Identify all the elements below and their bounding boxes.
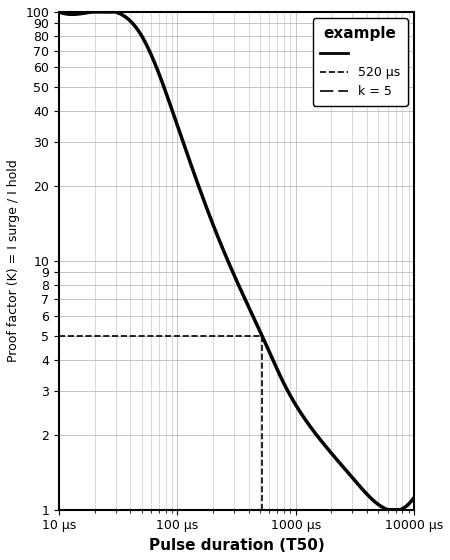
Y-axis label: Proof factor (K) = I surge / I hold: Proof factor (K) = I surge / I hold	[7, 160, 20, 362]
Legend: , 520 μs, k = 5: , 520 μs, k = 5	[313, 18, 408, 106]
X-axis label: Pulse duration (T50): Pulse duration (T50)	[148, 538, 324, 553]
